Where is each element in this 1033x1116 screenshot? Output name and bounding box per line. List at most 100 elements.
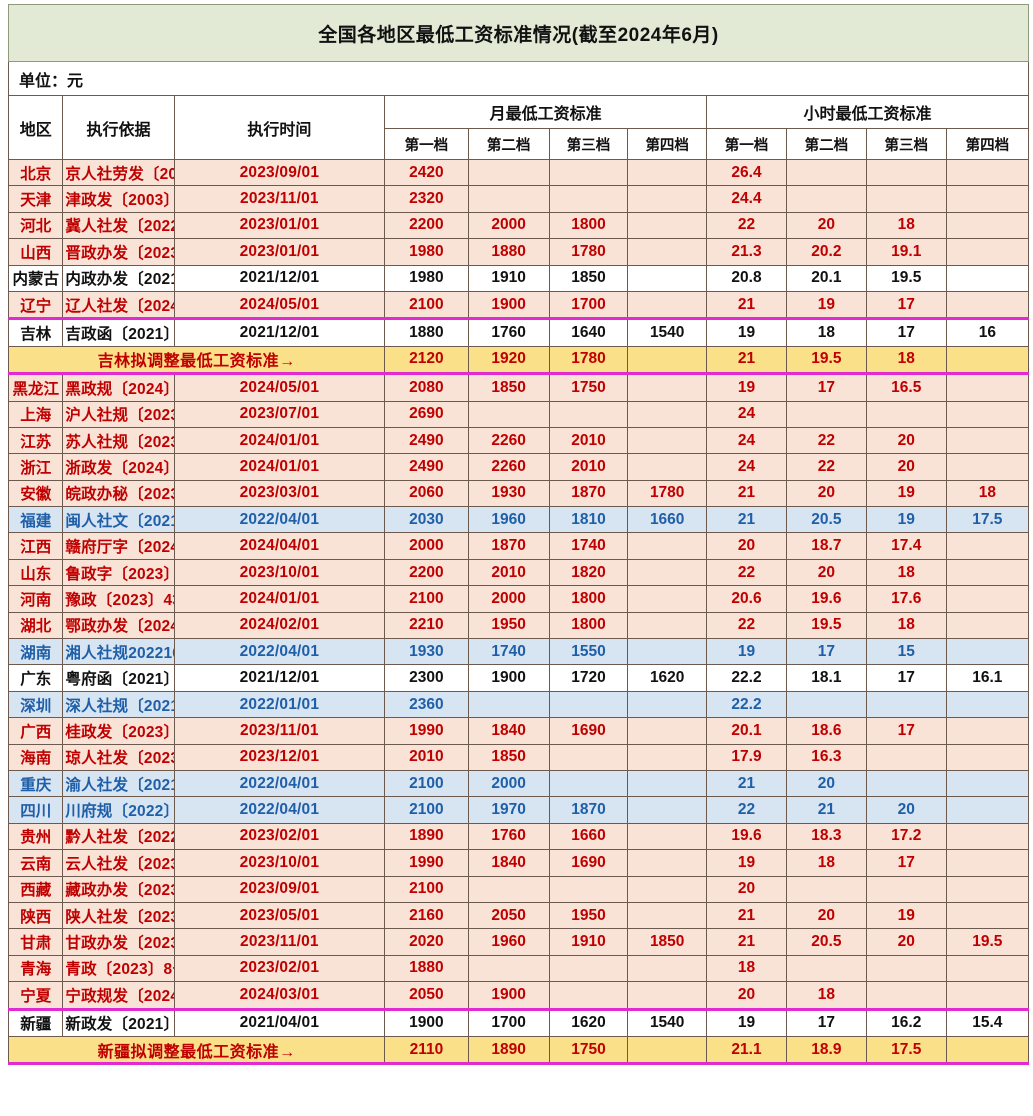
table-row[interactable]: 新疆新政发〔2021〕21号2021/04/011900170016201540… [7, 1007, 1030, 1037]
cell-hourly-tier-2: 18 [785, 981, 867, 1010]
cell-region: 浙江 [7, 453, 64, 481]
cell-monthly-tier-1: 2120 [384, 345, 469, 376]
table-row[interactable]: 吉林吉政函〔2021〕69号2021/12/011880176016401540… [7, 317, 1030, 347]
cell-monthly-tier-1: 2420 [384, 158, 469, 187]
cell-hourly-tier-2: 18 [785, 849, 867, 877]
cell-monthly-tier-1: 2300 [384, 664, 469, 692]
cell-hourly-tier-4 [945, 264, 1030, 292]
cell-monthly-tier-1: 2030 [384, 506, 469, 534]
cell-hourly-tier-3 [865, 185, 947, 213]
cell-monthly-tier-1: 2490 [384, 453, 469, 481]
table-body: 全国各地区最低工资标准情况(截至2024年6月) 单位：元 地区 执行依据 执行… [7, 4, 1030, 1066]
cell-basis: 渝人社发〔2021〕52号 [62, 769, 175, 798]
cell-hourly-tier-4 [945, 585, 1030, 613]
cell-monthly-tier-3 [548, 743, 629, 771]
cell-basis: 桂政发〔2023〕24号 [62, 717, 175, 745]
cell-monthly-tier-3: 1660 [548, 822, 629, 851]
cell-basis: 皖政办秘〔2023〕2号 [62, 479, 175, 508]
cell-hourly-tier-2: 20.2 [785, 238, 867, 266]
cell-monthly-tier-4 [627, 611, 708, 640]
cell-hourly-tier-1: 19.6 [706, 822, 787, 851]
cell-monthly-tier-2 [467, 185, 550, 213]
cell-hourly-tier-1: 21 [706, 290, 787, 320]
header-monthly-tier-2: 第二档 [467, 128, 550, 160]
cell-effective-date: 2023/05/01 [173, 901, 386, 930]
cell-monthly-tier-4 [627, 345, 708, 376]
cell-hourly-tier-1: 20 [706, 875, 787, 903]
cell-hourly-tier-1: 19 [706, 317, 787, 347]
cell-hourly-tier-3 [865, 769, 947, 798]
cell-monthly-tier-2: 1890 [467, 1035, 550, 1066]
cell-monthly-tier-4 [627, 558, 708, 587]
cell-effective-date: 2023/07/01 [173, 400, 386, 428]
table-row[interactable]: 福建闽人社文〔2021〕148号2022/04/0120301960181016… [7, 506, 1030, 534]
table-row[interactable]: 甘肃甘政办发〔2023〕83号2023/11/01202019601910185… [7, 928, 1030, 956]
cell-monthly-tier-3: 1910 [548, 928, 629, 956]
table-row[interactable]: 云南云人社发〔2023〕37号2023/10/01199018401690191… [7, 849, 1030, 877]
cell-basis: 云人社发〔2023〕37号 [62, 849, 175, 877]
cell-basis: 深人社规〔2021〕18号 [62, 690, 175, 719]
cell-hourly-tier-3: 18 [865, 345, 947, 376]
cell-monthly-tier-3 [548, 185, 629, 213]
cell-monthly-tier-4 [627, 743, 708, 771]
cell-monthly-tier-1: 1990 [384, 849, 469, 877]
cell-basis: 宁政规发〔2024〕1号 [62, 981, 175, 1010]
header-hourly-tier-2: 第二档 [785, 128, 867, 160]
cell-region: 广东 [7, 664, 64, 692]
cell-monthly-tier-4 [627, 400, 708, 428]
cell-monthly-tier-4: 1620 [627, 664, 708, 692]
cell-monthly-tier-4 [627, 185, 708, 213]
table-row[interactable]: 广东粤府函〔2021〕345号2021/12/01230019001720162… [7, 664, 1030, 692]
cell-region: 北京 [7, 158, 64, 187]
table-row[interactable]: 河南豫政〔2023〕43号2024/01/0121002000180020.61… [7, 585, 1030, 613]
cell-hourly-tier-4 [945, 981, 1030, 1010]
cell-basis: 甘政办发〔2023〕83号 [62, 928, 175, 956]
cell-monthly-tier-4 [627, 638, 708, 666]
cell-effective-date: 2023/02/01 [173, 822, 386, 851]
cell-region: 山西 [7, 238, 64, 266]
cell-hourly-tier-1: 17.9 [706, 743, 787, 771]
table-row[interactable]: 安徽皖政办秘〔2023〕2号2023/03/012060193018701780… [7, 479, 1030, 508]
cell-monthly-tier-2: 1840 [467, 849, 550, 877]
cell-hourly-tier-3: 19 [865, 479, 947, 508]
cell-monthly-tier-3: 1750 [548, 1035, 629, 1066]
cell-hourly-tier-1: 21.3 [706, 238, 787, 266]
cell-monthly-tier-4: 1540 [627, 1007, 708, 1037]
cell-monthly-tier-3: 1640 [548, 317, 629, 347]
table-row-proposed[interactable]: 吉林拟调整最低工资标准→ 2120 1920 1780 21 19.5 18 [7, 345, 1030, 376]
cell-hourly-tier-3: 19 [865, 506, 947, 534]
cell-basis: 粤府函〔2021〕345号 [62, 664, 175, 692]
cell-basis: 黑政规〔2024〕1号 [62, 373, 175, 402]
cell-hourly-tier-2: 20 [785, 479, 867, 508]
cell-region: 陕西 [7, 901, 64, 930]
cell-hourly-tier-1: 22.2 [706, 664, 787, 692]
proposed-adjustment-label: 吉林拟调整最低工资标准→ [7, 345, 386, 376]
cell-effective-date: 2023/11/01 [173, 185, 386, 213]
cell-basis: 吉政函〔2021〕69号 [62, 317, 175, 347]
table-row-proposed[interactable]: 新疆拟调整最低工资标准→ 2110 1890 1750 21.1 18.9 17.5 [7, 1035, 1030, 1066]
